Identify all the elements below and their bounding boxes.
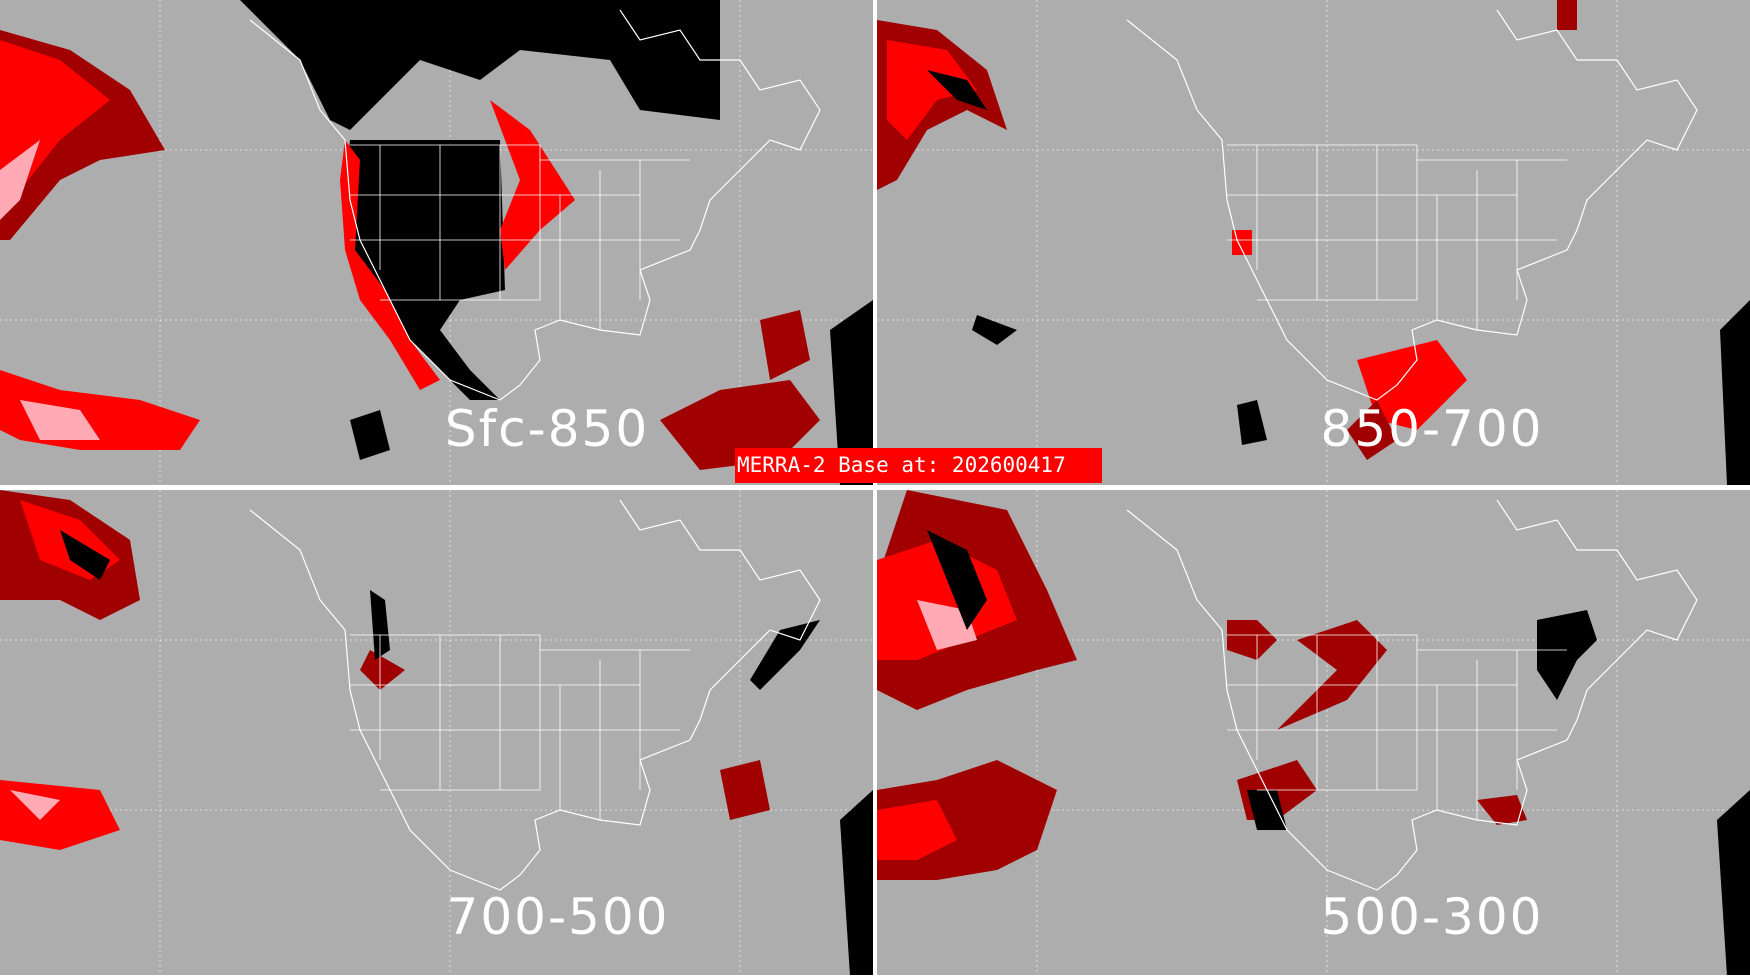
panel-500-300: 500-300 (877, 490, 1750, 975)
panel-label: 700-500 (446, 888, 670, 946)
panel-label: 850-700 (1320, 400, 1544, 458)
cloud-layer-region-dark-red (1557, 0, 1577, 30)
cloud-layer-region-red (877, 540, 1017, 660)
cloud-layer-region-pink (10, 790, 60, 820)
cloud-layer-region-dark-red (760, 310, 810, 380)
coastline (1126, 9, 1698, 401)
cloud-layer-region-black (1717, 790, 1750, 975)
cloud-layer-region-black (1237, 400, 1267, 445)
cloud-layer-region-black (830, 300, 873, 485)
cloud-layer-region-dark-red (1277, 620, 1387, 730)
cloud-layer-region-black (345, 140, 505, 400)
cloud-layer-region-red (887, 40, 977, 140)
coastline (249, 9, 821, 401)
panel-700-500: 700-500 (0, 490, 873, 975)
panel-label: Sfc-850 (444, 400, 650, 458)
state-borders (350, 634, 690, 820)
coastline (1126, 499, 1698, 891)
cloud-layer-region-red (1232, 230, 1252, 255)
map-layer (0, 490, 873, 975)
cloud-layer-region-red (0, 780, 120, 850)
base-date-banner: MERRA-2 Base at: 202600417 (735, 448, 1102, 483)
cloud-layer-region-black (60, 530, 110, 580)
cloud-layer-region-dark-red (1477, 795, 1527, 825)
cloud-layer-region-black (972, 315, 1017, 345)
cloud-layer-region-black (840, 790, 873, 975)
state-borders (350, 144, 690, 330)
coastline (249, 499, 821, 891)
cloud-layer-region-red (1357, 340, 1467, 430)
map-layer (0, 0, 873, 485)
state-borders (1227, 144, 1567, 330)
cloud-layer-region-pink (20, 400, 100, 440)
cloud-layer-region-red (340, 140, 440, 390)
map-layer (877, 490, 1750, 975)
cloud-layer-region-dark-red (660, 380, 820, 470)
cloud-layer-region-red (877, 800, 957, 860)
panel-sfc-850: Sfc-850 (0, 0, 873, 485)
cloud-layer-region-dark-red (720, 760, 770, 820)
cloud-layer-region-dark-red (1347, 400, 1397, 460)
cloud-layer-region-black (927, 70, 987, 110)
cloud-layer-region-black (1247, 790, 1287, 830)
cloud-layer-region-dark-red (360, 650, 405, 690)
cloud-layer-region-black (240, 0, 720, 130)
cloud-layer-region-black (1720, 300, 1750, 485)
panel-850-700: 850-700 (877, 0, 1750, 485)
cloud-layer-region-black (1537, 610, 1597, 700)
cloud-layer-region-black (350, 410, 390, 460)
map-layer (877, 0, 1750, 485)
cloud-layer-region-black (927, 530, 987, 630)
cloud-layer-region-black (370, 590, 390, 660)
cloud-layer-region-red (490, 100, 575, 270)
panel-label: 500-300 (1320, 888, 1544, 946)
state-borders (1227, 634, 1567, 820)
cloud-layer-region-black (750, 620, 820, 690)
cloud-layer-region-pink (0, 140, 40, 220)
cloud-layer-region-dark-red (1227, 620, 1277, 660)
